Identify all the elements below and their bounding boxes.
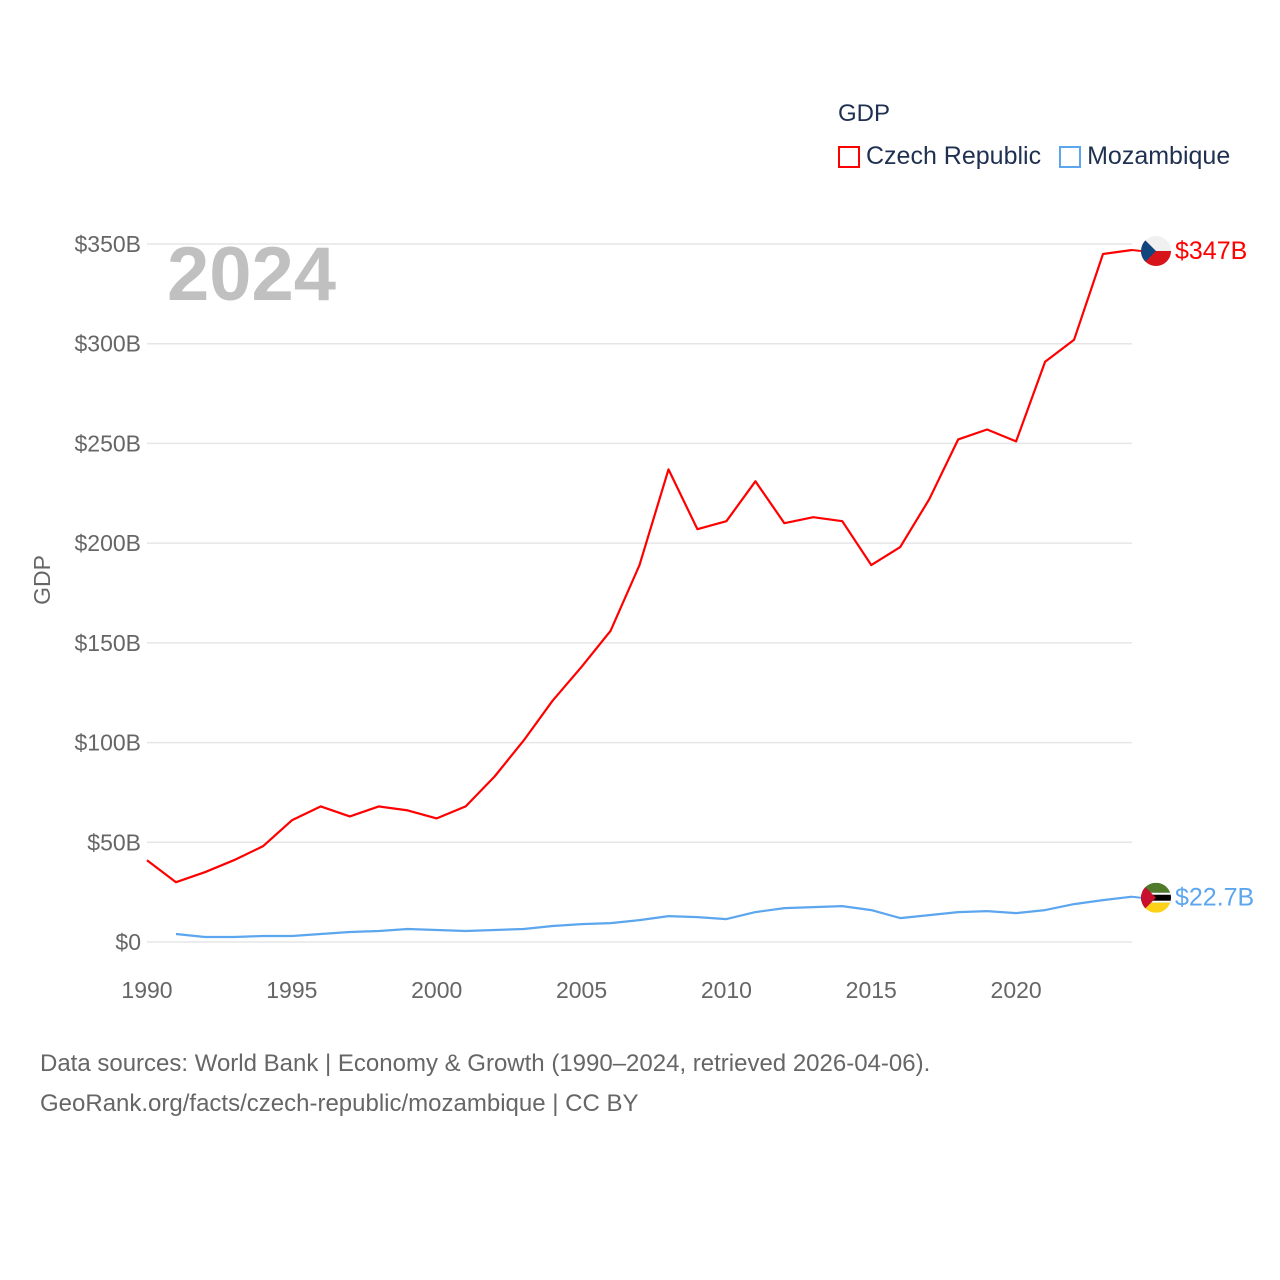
y-tick-label: $100B [74, 730, 141, 756]
legend-swatch [838, 145, 860, 168]
y-tick-label: $50B [87, 829, 141, 855]
x-tick-label: 2015 [846, 977, 897, 1003]
year-watermark: 2024 [167, 232, 336, 317]
series-line-mozambique[interactable] [175, 895, 1133, 939]
end-connector [1131, 248, 1142, 252]
legend-swatch [1059, 145, 1082, 168]
x-tick-label: 1995 [266, 977, 317, 1003]
legend-label: Mozambique [1087, 142, 1231, 170]
legend-label: Czech Republic [866, 142, 1042, 170]
y-tick-label: $200B [74, 530, 141, 556]
end-connector [1131, 895, 1142, 899]
legend-item-czech-republic[interactable]: Czech Republic [838, 142, 1041, 171]
x-tick-label: 2000 [411, 977, 462, 1003]
x-tick-label: 2005 [556, 977, 607, 1003]
czech-flag-icon [1141, 235, 1171, 266]
attribution: GeoRank.org/facts/czech-republic/mozambi… [40, 1090, 639, 1117]
y-axis-label: GDP [29, 555, 55, 605]
footer: Data sources: World Bank | Economy & Gro… [40, 1044, 930, 1124]
y-tick-label: $0 [115, 929, 141, 955]
x-tick-label: 2020 [991, 977, 1042, 1003]
legend: Czech Republic Mozambique [838, 142, 1230, 171]
x-tick-label: 1990 [121, 977, 172, 1003]
legend-title: GDP [838, 100, 891, 127]
legend-item-mozambique[interactable]: Mozambique [1059, 142, 1230, 171]
y-tick-label: $300B [74, 331, 141, 357]
data-source: Data sources: World Bank | Economy & Gro… [40, 1050, 931, 1077]
mozambique-flag-icon [1141, 882, 1171, 913]
y-tick-label: $350B [74, 231, 141, 257]
y-tick-label: $150B [74, 630, 141, 656]
y-tick-label: $250B [74, 430, 141, 456]
end-value-label: $347B [1175, 237, 1247, 265]
end-value-label: $22.7B [1175, 884, 1254, 912]
series-line-czech-republic[interactable] [146, 248, 1133, 884]
x-tick-label: 2010 [701, 977, 752, 1003]
